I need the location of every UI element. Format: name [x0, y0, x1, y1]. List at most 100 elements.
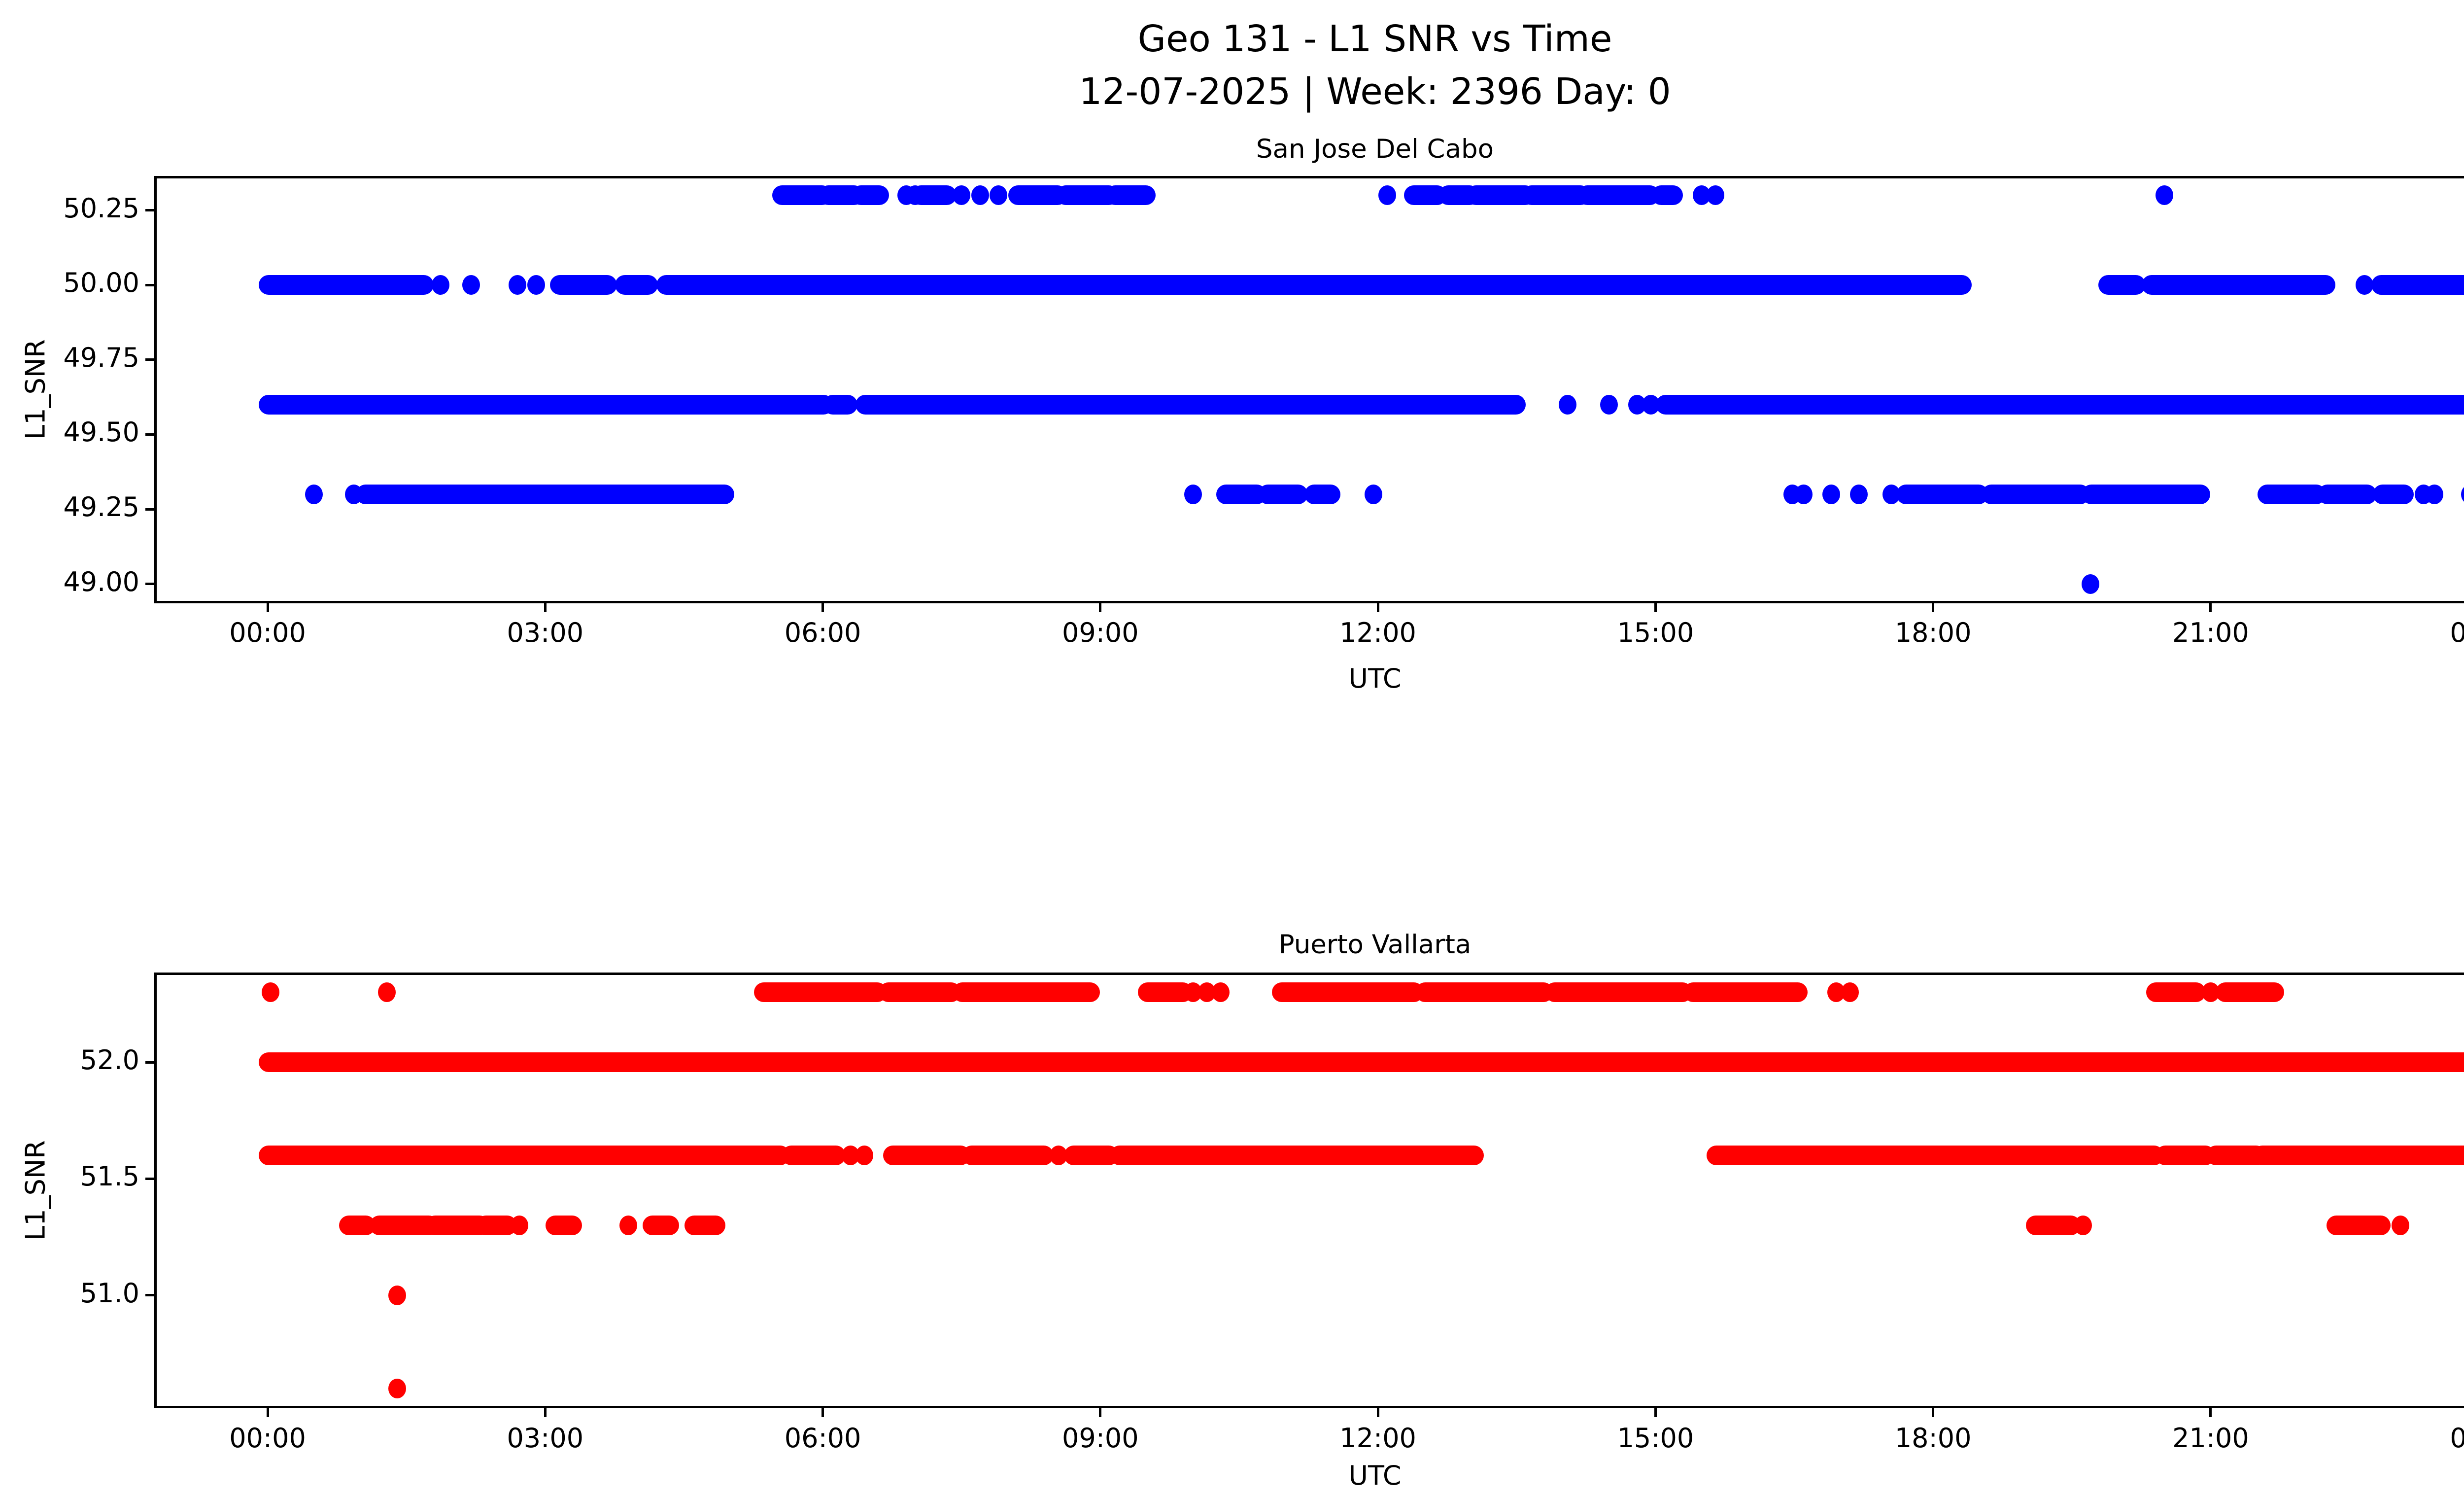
- data-run: [2141, 275, 2335, 295]
- data-point: [462, 275, 480, 295]
- data-run: [2216, 982, 2285, 1003]
- data-point: [906, 185, 924, 206]
- data-point: [619, 1215, 638, 1235]
- data-point: [2081, 574, 2099, 594]
- y-tick-mark: [145, 209, 154, 212]
- data-point: [990, 185, 1008, 206]
- x-tick-mark: [1376, 603, 1379, 612]
- x-tick-mark: [2209, 1408, 2212, 1417]
- y-tick-mark: [145, 358, 154, 361]
- data-run: [2253, 1146, 2464, 1166]
- data-point: [1707, 185, 1725, 206]
- data-run: [476, 1215, 517, 1235]
- x-tick-label: 21:00: [2172, 1423, 2249, 1454]
- data-run: [953, 982, 1100, 1003]
- data-run: [753, 982, 888, 1003]
- y-tick-label: 49.50: [63, 417, 139, 448]
- x-tick-label: 09:00: [1062, 1423, 1139, 1454]
- x-tick-mark: [266, 603, 269, 612]
- data-point: [1850, 484, 1868, 504]
- data-point: [1642, 394, 1660, 415]
- x-tick-mark: [544, 603, 547, 612]
- data-point: [1364, 484, 1382, 504]
- x-tick-label: 00:00: [2450, 1423, 2464, 1454]
- data-point: [388, 1285, 406, 1305]
- y-tick-label: 50.00: [63, 267, 139, 299]
- x-axis-label-top: UTC: [1348, 663, 1402, 694]
- data-point: [1559, 394, 1576, 415]
- data-run: [2081, 484, 2211, 504]
- y-tick-label: 51.5: [80, 1161, 139, 1192]
- data-point: [1184, 484, 1202, 504]
- data-point: [1882, 484, 1901, 504]
- x-tick-mark: [1654, 1408, 1657, 1417]
- data-run: [2257, 484, 2326, 504]
- y-tick-mark: [145, 1294, 154, 1297]
- data-run: [2146, 982, 2206, 1003]
- data-run: [1651, 185, 1683, 206]
- data-point: [2391, 1215, 2409, 1235]
- x-axis-label-bottom: UTC: [1348, 1460, 1402, 1491]
- x-tick-label: 15:00: [1617, 1423, 1694, 1454]
- data-point: [1600, 394, 1618, 415]
- data-point: [1050, 1146, 1068, 1166]
- data-run: [259, 1052, 2464, 1072]
- subplot-title-san-jose-del-cabo: San Jose Del Cabo: [1256, 134, 1494, 164]
- data-point: [2461, 484, 2464, 504]
- figure-title-line1: Geo 131 - L1 SNR vs Time: [1137, 18, 1612, 60]
- data-run: [2327, 1215, 2391, 1235]
- data-run: [1110, 1146, 1484, 1166]
- data-run: [1258, 484, 1308, 504]
- data-point: [1794, 484, 1813, 504]
- figure-title: Geo 131 - L1 SNR vs Time 12-07-2025 | We…: [1079, 13, 1671, 118]
- data-point: [2074, 1215, 2092, 1235]
- data-run: [1544, 982, 1692, 1003]
- x-tick-label: 15:00: [1617, 617, 1694, 648]
- data-point: [1841, 982, 1859, 1003]
- x-tick-mark: [821, 1408, 824, 1417]
- data-run: [356, 484, 735, 504]
- data-run: [684, 1215, 725, 1235]
- x-tick-label: 00:00: [229, 617, 306, 648]
- data-run: [1271, 982, 1424, 1003]
- data-point: [953, 185, 971, 206]
- data-run: [878, 982, 961, 1003]
- x-tick-label: 12:00: [1339, 1423, 1416, 1454]
- x-tick-mark: [1376, 1408, 1379, 1417]
- data-run: [2373, 484, 2414, 504]
- data-run: [1656, 394, 2464, 415]
- data-point: [2156, 185, 2174, 206]
- data-point: [856, 1146, 874, 1166]
- y-tick-label: 49.00: [63, 566, 139, 597]
- data-run: [643, 1215, 679, 1235]
- x-tick-label: 21:00: [2172, 617, 2249, 648]
- y-tick-mark: [145, 508, 154, 511]
- data-point: [2201, 982, 2220, 1003]
- data-point: [510, 1215, 528, 1235]
- data-run: [2026, 1215, 2081, 1235]
- data-run: [961, 1146, 1054, 1166]
- data-point: [1822, 484, 1841, 504]
- plot-area-puerto-vallarta: [154, 973, 2464, 1408]
- data-run: [1137, 982, 1193, 1003]
- x-tick-mark: [821, 603, 824, 612]
- data-point: [261, 982, 279, 1003]
- data-run: [259, 1146, 790, 1166]
- data-run: [856, 394, 1526, 415]
- x-tick-label: 09:00: [1062, 617, 1139, 648]
- data-run: [2371, 275, 2464, 295]
- data-point: [432, 275, 450, 295]
- data-run: [1105, 185, 1156, 206]
- x-tick-label: 06:00: [784, 617, 861, 648]
- data-run: [615, 275, 658, 295]
- x-tick-mark: [1099, 1408, 1102, 1417]
- y-tick-label: 49.75: [63, 342, 139, 373]
- x-tick-mark: [266, 1408, 269, 1417]
- data-run: [1707, 1146, 2164, 1166]
- data-run: [883, 1146, 971, 1166]
- data-run: [2098, 275, 2146, 295]
- x-tick-label: 00:00: [2450, 617, 2464, 648]
- x-tick-label: 12:00: [1339, 617, 1416, 648]
- x-tick-label: 18:00: [1894, 1423, 1972, 1454]
